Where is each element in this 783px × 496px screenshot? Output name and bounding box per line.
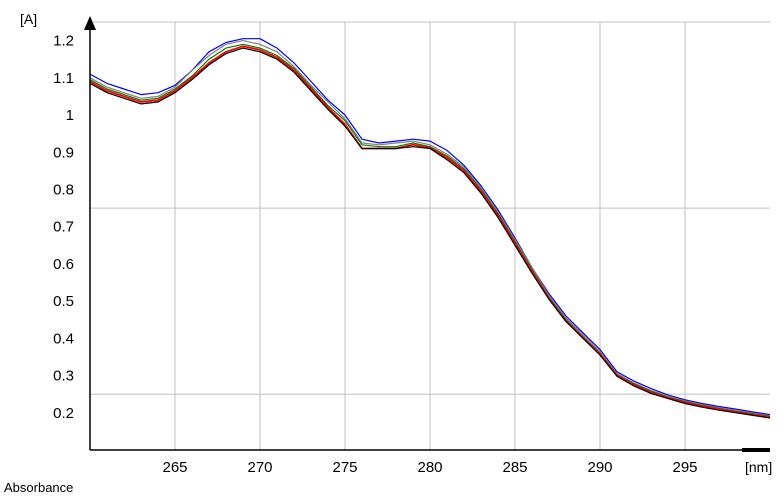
series-line-2 <box>89 39 771 417</box>
y-tick-label: 0.5 <box>53 293 74 310</box>
x-tick-label: 285 <box>502 459 527 476</box>
x-tick-label: 295 <box>672 459 697 476</box>
y-tick-label: 0.6 <box>53 256 74 273</box>
series-line-3 <box>89 43 771 418</box>
y-tick-label: 1.2 <box>53 33 74 50</box>
series-line-4 <box>89 45 771 419</box>
y-tick-label: 0.9 <box>53 144 74 161</box>
x-tick-label: 275 <box>332 459 357 476</box>
series-lines <box>89 38 771 419</box>
x-tick-label: 270 <box>247 459 272 476</box>
grid <box>90 21 770 450</box>
x-axis-unit-label: [nm] <box>745 459 772 475</box>
x-tick-label: 290 <box>587 459 612 476</box>
y-tick-label: 0.2 <box>53 405 74 422</box>
y-tick-label: 0.4 <box>53 330 74 347</box>
series-line-5 <box>89 47 771 419</box>
x-axis-arrow-icon <box>742 448 770 452</box>
y-tick-label: 0.7 <box>53 219 74 236</box>
tick-labels: 0.2 0.3 0.4 0.5 0.6 0.7 0.8 0.9 1 1.1 1.2 265 270 275… <box>53 33 697 476</box>
axes <box>84 16 770 452</box>
x-tick-label: 265 <box>162 459 187 476</box>
y-tick-label: 0.3 <box>53 368 74 385</box>
y-tick-label: 1.1 <box>53 70 74 87</box>
y-tick-label: 0.8 <box>53 181 74 198</box>
y-axis-arrow-icon <box>84 16 96 30</box>
chart-caption: Absorbance <box>4 480 73 495</box>
y-axis-unit-label: [A] <box>20 11 37 27</box>
y-tick-label: 1 <box>66 107 74 124</box>
x-tick-label: 280 <box>417 459 442 476</box>
series-line-1 <box>89 38 771 416</box>
